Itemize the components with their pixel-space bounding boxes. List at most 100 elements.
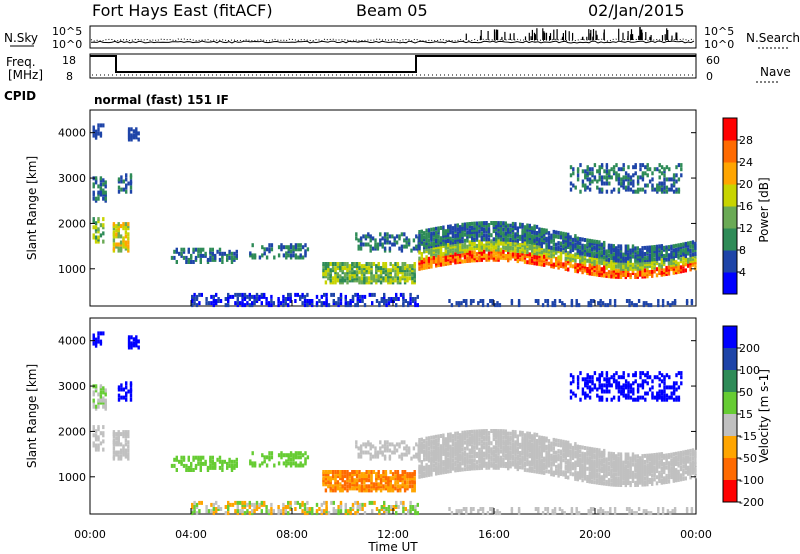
power-cell [472,299,475,303]
power-cell [555,234,558,239]
velocity-cell [588,471,591,476]
power-cell [569,235,572,240]
velocity-cell [370,470,373,474]
power-cell [559,233,563,238]
velocity-cell [629,466,632,471]
power-cell [120,175,123,180]
power-cell [535,257,539,262]
velocity-cell [348,486,352,491]
power-cell [581,260,584,264]
velocity-cell [402,505,405,509]
velocity-cell [180,461,183,466]
power-cell [251,253,254,258]
velocity-cell [358,474,361,479]
power-cell [586,258,589,263]
velocity-cell [600,460,603,465]
velocity-cell [248,511,251,516]
power-cell [538,243,541,248]
power-cell [331,268,335,273]
velocity-cell [251,451,254,456]
power-cell [354,303,357,308]
power-cell [514,252,517,257]
power-cell [535,237,539,242]
velocity-cell [353,486,356,491]
power-cell [355,232,358,237]
power-cell [425,245,428,249]
velocity-cell [504,462,507,466]
velocity-cell [581,472,584,477]
radar-title: Fort Hays East (fitACF) [92,1,273,20]
power-cell [531,228,534,233]
velocity-cell [261,453,264,458]
power-cell [605,175,609,180]
velocity-cell [507,435,510,440]
power-cell [343,272,347,277]
velocity-cell [627,460,630,465]
power-cell [451,256,455,261]
power-cell [454,238,457,242]
velocity-cell [197,455,200,460]
velocity-cell [363,502,367,507]
power-cell [646,264,649,269]
velocity-cell [485,455,488,460]
velocity-cell [507,447,510,452]
power-cell [495,231,498,236]
velocity-cell [461,467,464,472]
power-cell [412,238,416,243]
velocity-cell [588,461,591,466]
power-cell [591,247,594,252]
velocity-cell [425,448,428,453]
velocity-cell [454,435,457,440]
power-cell [672,248,675,253]
power-cell [187,247,190,252]
velocity-cell [320,502,323,507]
power-cell [423,263,426,268]
power-cell [251,243,254,248]
velocity-cell [94,433,98,438]
power-cell [562,264,565,269]
velocity-cell [547,463,551,468]
velocity-cell [569,449,572,454]
velocity-cell [490,461,493,466]
power-cell [327,276,330,281]
velocity-cell [581,457,584,462]
power-cell [427,228,431,233]
power-cell [533,251,536,256]
power-cell [388,246,392,251]
power-cell [631,246,635,251]
velocity-cell [405,448,408,453]
velocity-cell [102,433,105,438]
velocity-cell [521,465,524,470]
power-cell [680,163,683,168]
velocity-cell [591,455,594,460]
power-cell [273,255,276,260]
velocity-cell [610,472,613,477]
velocity-cell [423,439,426,444]
velocity-cell [437,434,440,439]
power-cell [509,242,512,247]
power-cell [360,276,364,281]
velocity-cell [574,472,577,477]
power-cell [588,253,591,258]
velocity-cell [502,445,505,450]
velocity-cell [504,439,507,444]
mode-label: normal (fast) 151 IF [94,93,229,107]
power-cell [435,249,438,254]
power-cell [102,196,105,201]
power-cell [584,169,587,174]
power-cell [315,294,319,299]
power-cell [289,297,292,301]
power-cell [334,262,337,266]
velocity-cell [420,437,423,442]
power-cell [569,241,572,246]
velocity-cell [102,439,105,444]
power-cell [456,247,459,252]
power-cell [514,244,517,249]
power-cell [294,255,298,260]
power-cell [480,253,483,258]
power-cell [617,252,620,257]
velocity-cell [423,471,426,476]
power-cell [538,227,541,232]
velocity-cell [414,509,417,514]
velocity-cell [182,463,186,468]
